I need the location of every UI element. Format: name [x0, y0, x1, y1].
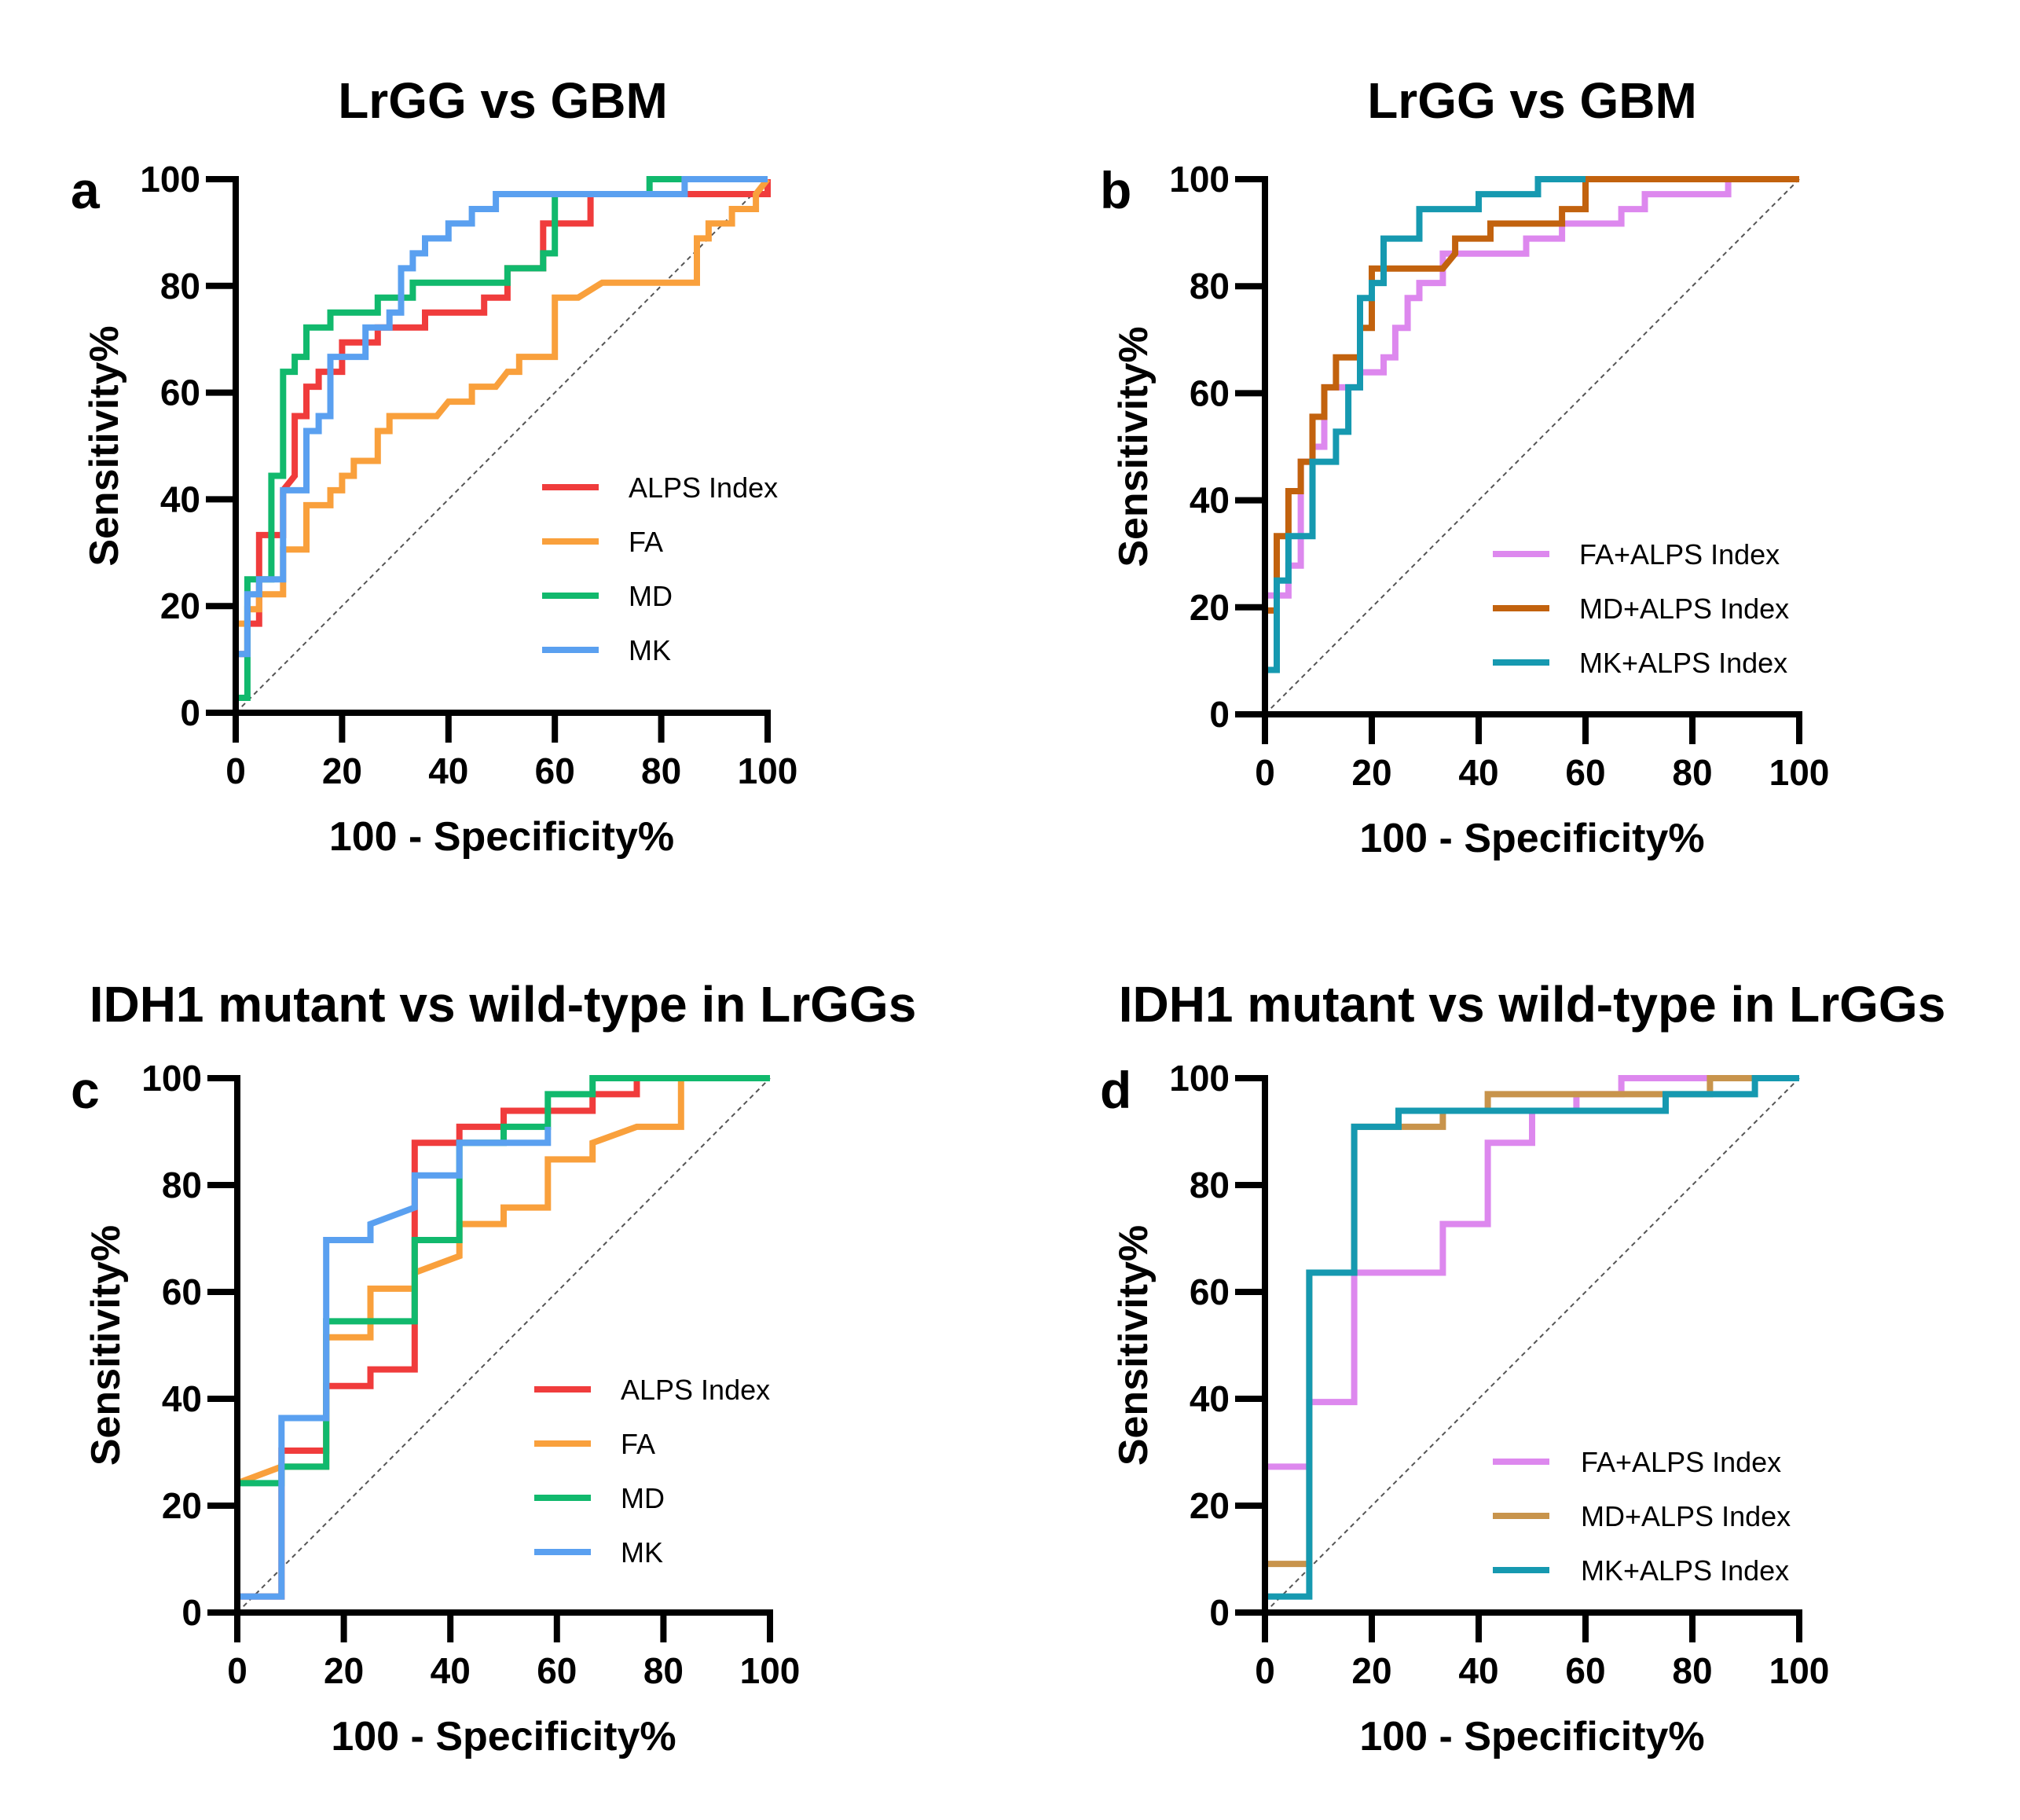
legend: FA+ALPS Index MD+ALPS Index MK+ALPS Index [1493, 538, 1789, 679]
y-tick-label: 40 [160, 479, 200, 519]
panel-letter: a [71, 161, 101, 219]
x-tick-label: 80 [641, 750, 681, 791]
y-tick-label: 0 [181, 1592, 202, 1633]
roc-curve-mk [234, 1126, 552, 1613]
y-tick-label: 80 [1190, 1165, 1230, 1205]
x-tick-label: 100 [738, 750, 798, 791]
chart-title: IDH1 mutant vs wild-type in LrGGs [1119, 976, 1946, 1033]
panel-letter: d [1100, 1061, 1131, 1119]
reference-diagonal-line [236, 1077, 771, 1613]
x-tick-label: 100 [740, 1650, 801, 1691]
y-tick-label: 20 [160, 585, 200, 626]
y-tick-label: 80 [162, 1165, 202, 1205]
y-tick-label: 100 [1169, 159, 1230, 200]
y-tick-label: 0 [1209, 1592, 1230, 1633]
legend-label: MD+ALPS Index [1579, 593, 1789, 625]
y-tick-label: 60 [1190, 1271, 1230, 1312]
roc-curve-mk-alps-index [1262, 176, 1586, 714]
x-axis-label: 100 - Specificity% [1359, 816, 1704, 861]
x-tick-label: 60 [1565, 1650, 1605, 1691]
x-tick-label: 80 [1672, 1650, 1712, 1691]
chart-title: LrGG vs GBM [338, 72, 668, 129]
legend-label: FA [621, 1428, 655, 1460]
x-tick-label: 40 [1458, 1650, 1498, 1691]
y-tick-label: 100 [1169, 1058, 1230, 1099]
chart-title: IDH1 mutant vs wild-type in LrGGs [90, 976, 917, 1033]
legend-label: FA [629, 526, 663, 558]
panel-letter: b [1100, 161, 1131, 219]
roc-curve-mk [233, 176, 768, 713]
chart-panel-a: LrGG vs GBM a 0 20 40 60 80 100 0 20 40 60 80 100 100 … [71, 72, 797, 860]
chart-panel-c: IDH1 mutant vs wild-type in LrGGs c 0 20 40 6… [71, 976, 916, 1759]
x-tick-label: 40 [428, 750, 468, 791]
y-tick-label: 40 [1190, 1378, 1230, 1419]
y-tick-label: 100 [141, 1058, 202, 1099]
legend-label: ALPS Index [629, 472, 778, 504]
y-tick-label: 100 [140, 159, 200, 200]
x-tick-label: 20 [322, 750, 362, 791]
legend-label: ALPS Index [621, 1374, 770, 1406]
roc-curve-mk-alps-index [1262, 1075, 1799, 1613]
legend: ALPS Index FA MD MK [542, 472, 778, 666]
chart-panel-d: IDH1 mutant vs wild-type in LrGGs d 0 20 40 6… [1100, 976, 1945, 1759]
x-tick-label: 80 [643, 1650, 684, 1691]
legend: FA+ALPS Index MD+ALPS Index MK+ALPS Index [1493, 1446, 1791, 1587]
y-tick-label: 20 [162, 1485, 202, 1526]
legend-label: MD [621, 1482, 665, 1514]
panel-letter: c [71, 1061, 100, 1119]
y-tick-label: 40 [162, 1378, 202, 1419]
reference-diagonal-line [1264, 1077, 1800, 1613]
x-tick-label: 100 [1769, 752, 1830, 793]
x-tick-label: 0 [227, 1650, 247, 1691]
y-tick-label: 20 [1190, 1485, 1230, 1526]
y-axis-label: Sensitivity% [82, 325, 127, 566]
y-tick-label: 0 [180, 692, 200, 733]
legend: ALPS Index FA MD MK [534, 1374, 770, 1569]
y-axis-label: Sensitivity% [1111, 326, 1157, 567]
x-tick-label: 80 [1672, 752, 1712, 793]
legend-label: MK+ALPS Index [1579, 647, 1787, 679]
x-tick-label: 60 [535, 750, 575, 791]
legend-label: MK [621, 1536, 663, 1569]
x-tick-label: 20 [324, 1650, 364, 1691]
x-axis-label: 100 - Specificity% [1359, 1714, 1704, 1759]
legend-label: FA+ALPS Index [1581, 1446, 1781, 1478]
legend-label: MD [629, 580, 673, 612]
y-tick-label: 60 [1190, 372, 1230, 413]
y-axis-label: Sensitivity% [1111, 1225, 1157, 1466]
y-tick-label: 0 [1209, 694, 1230, 735]
x-axis-label: 100 - Specificity% [331, 1714, 676, 1759]
legend-label: MK+ALPS Index [1581, 1554, 1789, 1587]
x-tick-label: 0 [225, 750, 246, 791]
x-tick-label: 20 [1351, 752, 1391, 793]
chart-panel-b: LrGG vs GBM b 0 20 40 60 80 100 0 20 40 60 80 100 100 … [1100, 72, 1829, 861]
x-tick-label: 60 [1565, 752, 1605, 793]
y-tick-label: 60 [162, 1271, 202, 1312]
y-tick-label: 60 [160, 372, 200, 413]
chart-title: LrGG vs GBM [1367, 72, 1697, 129]
legend-label: MD+ALPS Index [1581, 1500, 1791, 1532]
x-tick-label: 20 [1351, 1650, 1391, 1691]
x-tick-label: 0 [1255, 1650, 1275, 1691]
legend-label: MK [629, 634, 671, 666]
y-tick-label: 20 [1190, 587, 1230, 628]
x-tick-label: 0 [1255, 752, 1275, 793]
y-axis-label: Sensitivity% [83, 1225, 129, 1466]
x-axis-label: 100 - Specificity% [329, 814, 674, 860]
y-tick-label: 80 [160, 266, 200, 306]
legend-label: FA+ALPS Index [1579, 538, 1780, 571]
roc-curve-md-alps-index [1262, 176, 1799, 714]
x-tick-label: 40 [1458, 752, 1498, 793]
x-tick-label: 40 [431, 1650, 471, 1691]
x-tick-label: 60 [537, 1650, 577, 1691]
y-tick-label: 40 [1190, 480, 1230, 521]
reference-diagonal-line [235, 178, 768, 714]
x-tick-label: 100 [1769, 1650, 1830, 1691]
reference-diagonal-line [1264, 178, 1800, 715]
y-tick-label: 80 [1190, 266, 1230, 306]
